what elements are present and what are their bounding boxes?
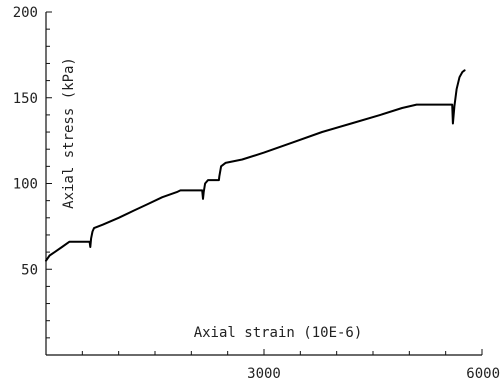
- y-axis-title: Axial stress (kPa): [61, 57, 77, 209]
- y-tick-label: 50: [21, 262, 38, 278]
- x-tick-label: 3000: [247, 366, 281, 382]
- y-tick-label: 100: [13, 177, 38, 193]
- x-tick-label: 6000: [466, 366, 500, 382]
- axes-layer: [45, 11, 483, 356]
- y-tick-label: 200: [13, 5, 38, 21]
- y-tick-label: 150: [13, 91, 38, 107]
- x-axis-title: Axial strain (10E-6): [194, 325, 363, 341]
- series-layer: [45, 69, 466, 262]
- stress-strain-line: [45, 69, 466, 262]
- labels-layer: 50 100 150 200 3000 6000 Axial strain (10E-6) A…: [13, 5, 500, 382]
